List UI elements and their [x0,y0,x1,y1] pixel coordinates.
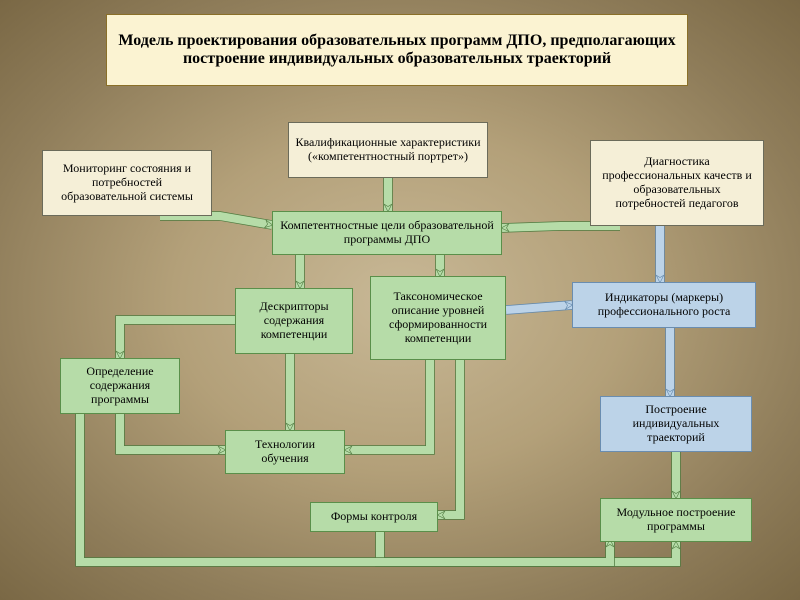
node-qualifications: Квалификационные характеристики («компет… [288,122,488,178]
node-modular: Модульное построение программы [600,498,752,542]
node-control: Формы контроля [310,502,438,532]
node-monitoring: Мониторинг состояния и потребностей обра… [42,150,212,216]
diagram-title: Модель проектирования образовательных пр… [106,14,688,86]
node-descriptors: Дескрипторы содержания компетенции [235,288,353,354]
node-technology: Технологии обучения [225,430,345,474]
node-taxonomy: Таксономическое описание уровней сформир… [370,276,506,360]
node-indicators: Индикаторы (маркеры) профессионального р… [572,282,756,328]
node-trajectories: Построение индивидуальных траекторий [600,396,752,452]
node-content: Определение содержания программы [60,358,180,414]
node-diagnostics: Диагностика профессиональных качеств и о… [590,140,764,226]
node-goals: Компетентностные цели образовательной пр… [272,211,502,255]
